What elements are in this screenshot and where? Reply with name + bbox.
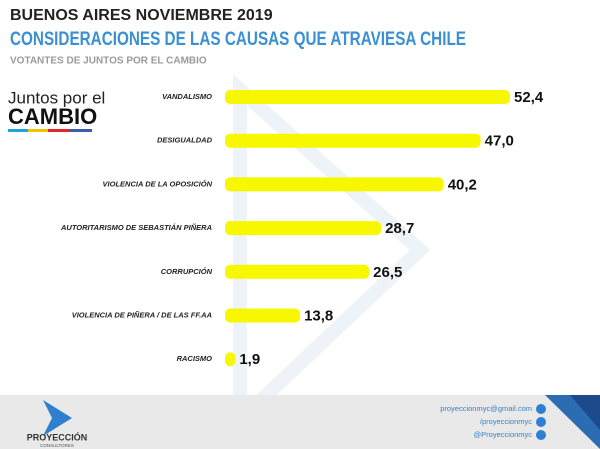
footer-decoration — [570, 395, 600, 430]
footer-brand-sub: CONSULTORES — [40, 443, 74, 448]
category-label: VANDALISMO — [162, 92, 212, 101]
contact-icon — [536, 430, 546, 440]
logo-stripe — [8, 129, 28, 132]
value-label: 1,9 — [239, 351, 260, 368]
category-label: VIOLENCIA DE PIÑERA / DE LAS FF.AA — [72, 310, 212, 319]
logo-text: Juntos por el — [8, 88, 105, 107]
chart-title: BUENOS AIRES NOVIEMBRE 2019 — [10, 7, 273, 24]
logo-stripe — [70, 129, 92, 132]
footer-logo — [43, 400, 72, 436]
category-label: RACISMO — [177, 354, 213, 363]
value-label: 13,8 — [304, 307, 333, 324]
contact-icon — [536, 417, 546, 427]
logo-text: CAMBIO — [8, 104, 97, 129]
value-label: 40,2 — [448, 176, 477, 193]
bar — [225, 264, 370, 279]
bar — [225, 308, 301, 323]
bar — [225, 352, 236, 367]
chart-caption: VOTANTES DE JUNTOS POR EL CAMBIO — [10, 56, 207, 67]
chart-subtitle: CONSIDERACIONES DE LAS CAUSAS QUE ATRAVI… — [10, 29, 466, 50]
footer-contact: /proyeccionmyc — [480, 417, 532, 426]
category-label: DESIGUALDAD — [157, 136, 213, 145]
value-label: 28,7 — [385, 220, 414, 237]
category-label: AUTORITARISMO DE SEBASTIÁN PIÑERA — [60, 223, 212, 232]
footer-band — [0, 395, 600, 449]
value-label: 52,4 — [514, 89, 544, 106]
value-label: 26,5 — [373, 264, 402, 281]
category-label: CORRUPCIÓN — [161, 267, 213, 276]
category-label: VIOLENCIA DE LA OPOSICIÓN — [103, 179, 213, 188]
footer-brand: PROYECCIÓN — [27, 431, 88, 442]
bar — [225, 177, 444, 192]
logo-stripe — [48, 129, 70, 132]
bar — [225, 90, 511, 104]
footer-contact: proyeccionmyc@gmail.com — [440, 404, 532, 413]
watermark — [233, 74, 431, 437]
bar — [225, 221, 382, 236]
bar — [225, 133, 481, 148]
footer-contact: @Proyeccionmyc — [474, 430, 533, 439]
value-label: 47,0 — [485, 133, 514, 150]
logo-stripe — [28, 129, 48, 132]
contact-icon — [536, 404, 546, 414]
